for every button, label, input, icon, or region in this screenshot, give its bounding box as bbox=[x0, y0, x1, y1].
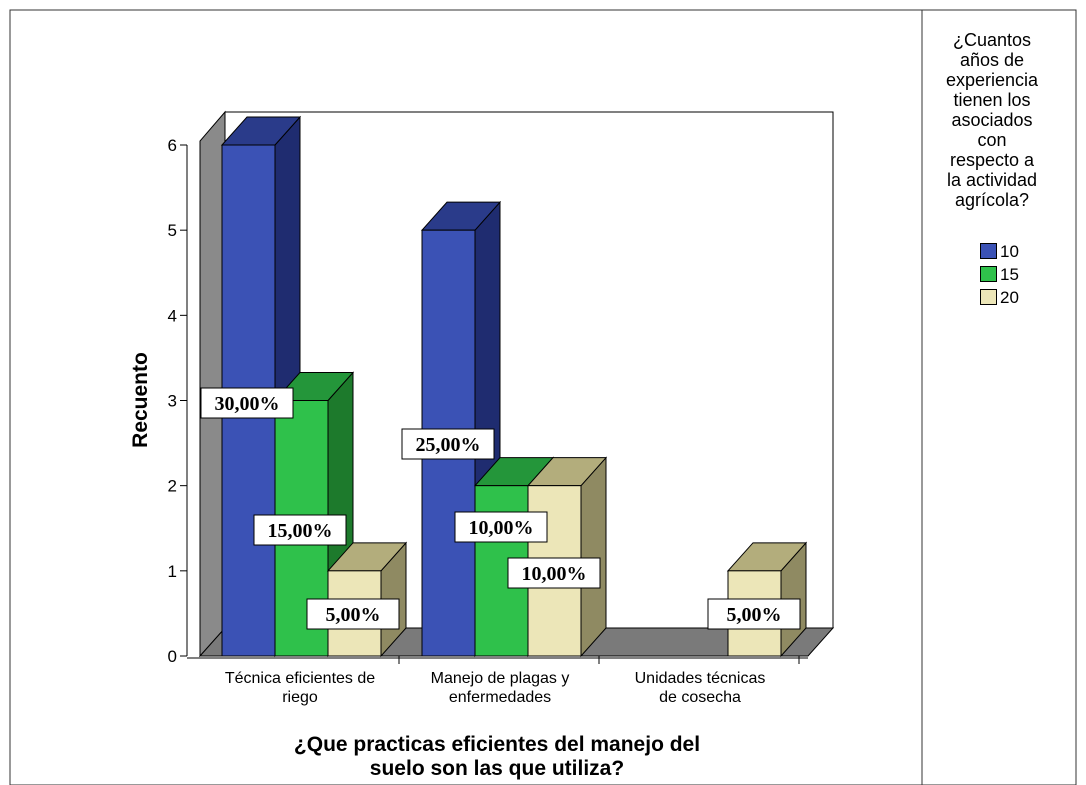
legend-title-line: la actividad bbox=[946, 170, 1038, 190]
x-tick-label-line: Unidades técnicas bbox=[635, 670, 766, 687]
data-label-text: 5,00% bbox=[727, 604, 782, 626]
y-tick-label: 5 bbox=[168, 221, 177, 240]
legend-title-line: asociados bbox=[951, 110, 1033, 130]
data-label-box bbox=[306, 598, 400, 630]
x-axis-title-line: ¿Que practicas eficientes del manejo del bbox=[294, 733, 700, 756]
data-label-text: 25,00% bbox=[416, 434, 481, 456]
legend-title: ¿Cuantos años de experiencia tienen los asoc… bbox=[922, 30, 1062, 210]
y-tick-label: 4 bbox=[168, 306, 177, 325]
y-tick-label: 3 bbox=[168, 392, 177, 411]
data-label-box bbox=[507, 557, 601, 589]
y-tick-label: 1 bbox=[168, 562, 177, 581]
axes: 0 1 2 3 4 5 6 Técnica eficientes de riego Manejo … bbox=[129, 136, 808, 780]
x-tick-label-line: riego bbox=[282, 689, 318, 706]
x-tick-label: Manejo de plagas y enfermedades bbox=[431, 670, 570, 706]
legend-item-10: 10 bbox=[980, 242, 1019, 262]
legend-title-line: agrícola? bbox=[954, 190, 1030, 210]
legend-title-line: tienen los bbox=[953, 90, 1031, 110]
y-tick-label: 2 bbox=[168, 477, 177, 496]
data-label-text: 30,00% bbox=[215, 393, 280, 415]
data-label-20-1: 10,00% bbox=[507, 557, 601, 589]
legend-label: 10 bbox=[1000, 242, 1019, 261]
legend-title-line: con bbox=[977, 130, 1007, 150]
x-tick-label-line: enfermedades bbox=[449, 689, 551, 706]
x-tick-label-line: Manejo de plagas y bbox=[431, 670, 570, 687]
legend-title-line: experiencia bbox=[945, 70, 1039, 90]
legend-label: 15 bbox=[1000, 265, 1019, 284]
data-label-20-2: 5,00% bbox=[707, 598, 801, 630]
data-label-box bbox=[454, 511, 548, 543]
data-label-10-0: 30,00% bbox=[200, 387, 294, 419]
legend-item-20: 20 bbox=[980, 288, 1019, 308]
data-label-text: 5,00% bbox=[326, 604, 381, 626]
x-tick-label-line: de cosecha bbox=[659, 689, 741, 706]
data-label-20-0: 5,00% bbox=[306, 598, 400, 630]
legend-label: 20 bbox=[1000, 288, 1019, 307]
x-tick-label: Unidades técnicas de cosecha bbox=[635, 670, 766, 706]
legend-title-line: ¿Cuantos bbox=[952, 30, 1032, 50]
data-labels: 30,00% 25,00% 15,00% 10,00% 5,00% 10,00% 5,00% bbox=[200, 387, 801, 630]
x-axis-title-line: suelo son las que utiliza? bbox=[370, 757, 624, 780]
legend-swatch bbox=[980, 289, 997, 305]
data-label-text: 10,00% bbox=[469, 517, 534, 539]
legend-swatch bbox=[980, 266, 997, 282]
y-tick-label: 6 bbox=[168, 136, 177, 155]
data-label-15-0: 15,00% bbox=[253, 514, 347, 546]
data-label-text: 15,00% bbox=[268, 520, 333, 542]
x-tick-label: Técnica eficientes de riego bbox=[225, 670, 375, 706]
y-tick-label: 0 bbox=[168, 647, 177, 666]
bar-20-1 bbox=[526, 456, 608, 658]
data-label-15-1: 10,00% bbox=[454, 511, 548, 543]
data-label-box bbox=[401, 428, 495, 460]
x-axis-title: ¿Que practicas eficientes del manejo del… bbox=[294, 733, 700, 780]
side-wall bbox=[199, 110, 226, 658]
bar-side bbox=[580, 456, 607, 658]
data-label-box bbox=[253, 514, 347, 546]
legend-item-15: 15 bbox=[980, 265, 1019, 285]
data-label-text: 10,00% bbox=[522, 563, 587, 585]
legend-title-line: años de bbox=[959, 50, 1025, 70]
legend-title-line: respecto a bbox=[949, 150, 1035, 170]
data-label-box bbox=[200, 387, 294, 419]
y-axis-title: Recuento bbox=[129, 352, 152, 448]
data-label-10-1: 25,00% bbox=[401, 428, 495, 460]
x-tick-label-line: Técnica eficientes de bbox=[225, 670, 375, 687]
legend-swatch bbox=[980, 243, 997, 259]
data-label-box bbox=[707, 598, 801, 630]
